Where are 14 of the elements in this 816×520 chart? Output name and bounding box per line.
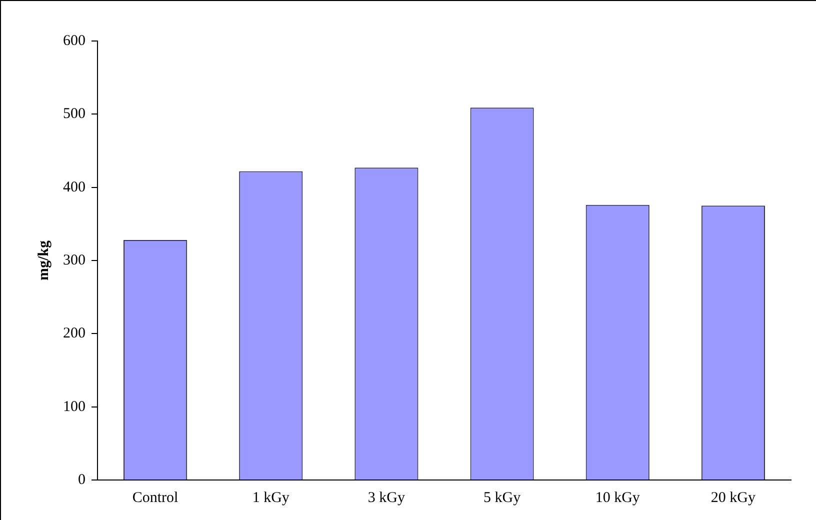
x-tick-label: 10 kGy xyxy=(595,490,640,506)
x-tick-label: Control xyxy=(132,490,178,506)
y-tick-label: 400 xyxy=(63,179,86,196)
x-tick-label: 3 kGy xyxy=(368,490,406,506)
y-tick-label: 500 xyxy=(63,106,86,122)
x-tick-label: 20 kGy xyxy=(710,490,756,506)
x-tick-label: 5 kGy xyxy=(483,490,522,506)
y-tick-label: 100 xyxy=(63,398,86,415)
y-tick-label: 200 xyxy=(63,326,86,342)
y-tick-label: 0 xyxy=(78,472,86,488)
x-tick-label: 1 kGy xyxy=(252,490,290,506)
y-axis-title: mg/kg xyxy=(36,240,52,281)
y-tick-label: 600 xyxy=(63,32,86,49)
y-tick-label: 300 xyxy=(63,252,86,268)
